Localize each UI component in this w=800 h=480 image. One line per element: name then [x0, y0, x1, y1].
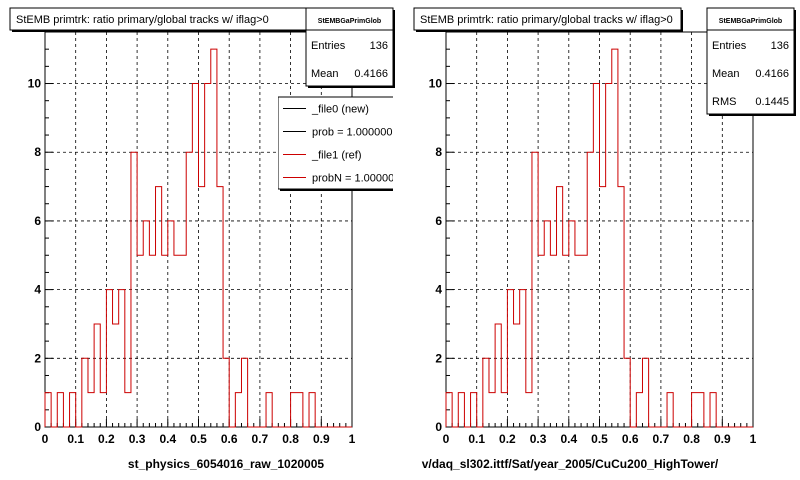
x-tick-label: 0.1 [468, 432, 485, 446]
x-tick-label: 0 [42, 432, 49, 446]
plot-title: StEMB primtrk: ratio primary/global trac… [16, 14, 269, 26]
legend-entry: _file0 (new) [311, 104, 369, 116]
y-tick-label: 8 [435, 145, 442, 159]
y-tick-label: 4 [435, 283, 442, 297]
stats-frame [305, 7, 394, 87]
x-tick-label: 0.5 [591, 432, 608, 446]
stats-name: StEMBGaPrimGlob [318, 18, 381, 25]
x-tick-label: 1 [750, 432, 757, 446]
x-tick-label: 0.3 [129, 432, 146, 446]
plot-title: StEMB primtrk: ratio primary/global trac… [420, 14, 673, 26]
x-axis: 0 0.1 0.2 0.3 0.4 0.5 0.6 0.7 0.8 0.9 1 [443, 419, 757, 446]
histogram-panel-2: 0 0.1 0.2 0.3 0.4 0.5 0.6 0.7 0.8 0.9 10246810StEM… [413, 7, 796, 471]
x-tick-label: 0.4 [560, 432, 577, 446]
stats-value: 0.1445 [755, 96, 789, 108]
x-tick-label: 0.6 [622, 432, 639, 446]
title-frame [413, 7, 682, 31]
plot-title-box: StEMB primtrk: ratio primary/global trac… [9, 7, 312, 32]
stats-label: Entries [311, 40, 346, 52]
stats-label: Entries [712, 40, 747, 52]
y-tick-label: 4 [34, 283, 41, 297]
footer-label: v/daq_sl302.ittf/Sat/year_2005/CuCu200_H… [422, 457, 719, 471]
y-tick-label: 6 [435, 214, 442, 228]
plot-title-box: StEMB primtrk: ratio primary/global trac… [413, 7, 683, 32]
x-tick-label: 0.9 [714, 432, 731, 446]
x-tick-label: 0.2 [98, 432, 115, 446]
stats-box: StEMBGaPrimGlob Entries 136 Mean 0.4166 RMS 0.… [706, 7, 796, 116]
histogram-series-ref [44, 48, 352, 428]
x-tick-label: 0.1 [67, 432, 84, 446]
x-tick-label: 0.5 [190, 432, 207, 446]
stats-value: 136 [370, 40, 388, 52]
legend-frame [278, 96, 393, 190]
legend-content: _file0 (new) prob = 1.000000 _file1 (ref) p… [278, 96, 400, 191]
legend-entry: probN = 1.000000 [312, 173, 400, 185]
y-tick-label: 2 [34, 351, 41, 365]
x-tick-label: 0.8 [683, 432, 700, 446]
x-tick-label: 0 [443, 432, 450, 446]
x-tick-label: 0.7 [252, 432, 269, 446]
x-tick-label: 0.9 [313, 432, 330, 446]
y-axis: 0 2 4 6 8 10 [28, 48, 53, 434]
x-tick-label: 0.6 [221, 432, 238, 446]
y-tick-label: 8 [34, 145, 41, 159]
x-tick-label: 1 [349, 432, 356, 446]
stats-label: Mean [712, 68, 740, 80]
stats-box: StEMBGaPrimGlob Entries 136 Mean 0.4166 [305, 7, 395, 88]
y-axis: 0 2 4 6 8 10 [429, 48, 454, 434]
y-tick-label: 10 [429, 77, 443, 91]
histogram-series-ref [445, 48, 753, 428]
x-tick-label: 0.4 [159, 432, 176, 446]
y-tick-label: 6 [34, 214, 41, 228]
stats-label: RMS [712, 96, 736, 108]
legend-box: _file0 (new) prob = 1.000000 _file1 (ref) p… [278, 96, 400, 191]
x-tick-label: 0.8 [282, 432, 299, 446]
x-tick-label: 0.7 [653, 432, 670, 446]
legend-entry: _file1 (ref) [311, 150, 362, 162]
x-tick-label: 0.2 [499, 432, 516, 446]
stats-frame [706, 7, 795, 115]
y-tick-label: 2 [435, 351, 442, 365]
stats-value: 0.4166 [354, 68, 388, 80]
y-tick-label: 0 [34, 420, 41, 434]
stats-name: StEMBGaPrimGlob [719, 18, 782, 25]
footer-label: st_physics_6054016_raw_1020005 [128, 457, 324, 471]
histogram-panel-1: 0 0.1 0.2 0.3 0.4 0.5 0.6 0.7 0.8 0.9 10246810StEM… [9, 7, 400, 471]
stats-label: Mean [311, 68, 339, 80]
legend-entry: prob = 1.000000 [312, 127, 392, 139]
x-tick-label: 0.3 [530, 432, 547, 446]
x-axis: 0 0.1 0.2 0.3 0.4 0.5 0.6 0.7 0.8 0.9 1 [42, 419, 356, 446]
stats-value: 0.4166 [755, 68, 789, 80]
y-tick-label: 0 [435, 420, 442, 434]
stats-value: 136 [771, 40, 789, 52]
y-tick-label: 10 [28, 77, 42, 91]
